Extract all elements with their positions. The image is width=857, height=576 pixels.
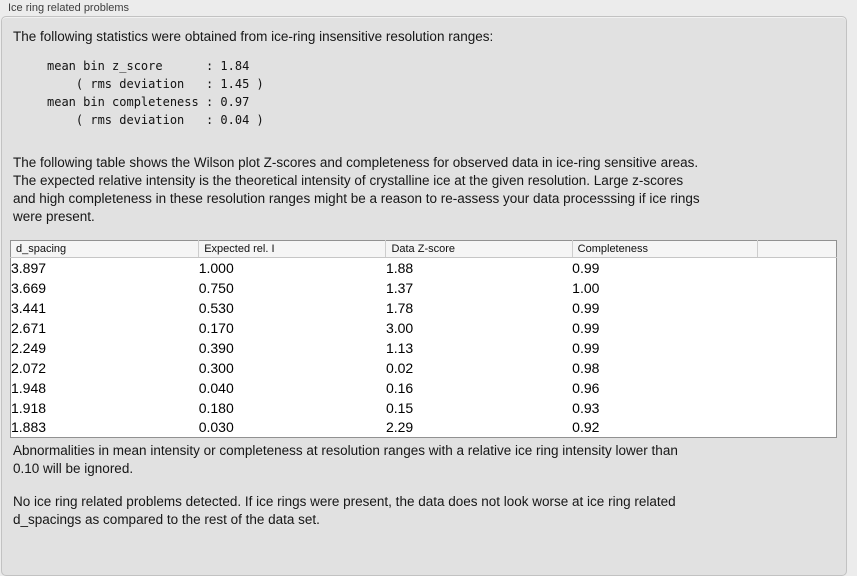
ignore-note-text: Abnormalities in mean intensity or compl… [13,443,678,476]
column-header-completeness[interactable]: Completeness [571,240,758,258]
table-row[interactable]: 1.918 0.180 0.15 0.93 [11,398,837,418]
cell-d-spacing: 3.669 [11,279,47,296]
cell-empty [757,298,836,318]
group-box-title: Ice ring related problems [8,2,130,14]
cell-completeness: 0.92 [572,419,600,436]
cell-expected-rel-i: 0.180 [198,399,234,416]
cell-d-spacing: 3.897 [11,259,47,276]
cell-d-spacing: 1.918 [11,399,47,416]
cell-completeness: 0.99 [572,319,600,336]
table-row[interactable]: 3.897 1.000 1.88 0.99 [11,258,837,278]
table-row[interactable]: 3.669 0.750 1.37 1.00 [11,278,837,298]
cell-empty [757,398,836,418]
table-row[interactable]: 2.249 0.390 1.13 0.99 [11,338,837,358]
cell-d-spacing: 3.441 [11,299,47,316]
cell-expected-rel-i: 0.040 [198,379,234,396]
cell-expected-rel-i: 0.750 [198,279,234,296]
cell-completeness: 0.99 [572,259,600,276]
cell-d-spacing: 2.671 [11,319,47,336]
cell-empty [757,418,836,438]
cell-completeness: 0.99 [572,339,600,356]
cell-empty [757,378,836,398]
cell-d-spacing: 2.072 [11,359,47,376]
cell-empty [757,318,836,338]
cell-data-z-score: 1.13 [385,339,414,356]
table-row[interactable]: 1.883 0.030 2.29 0.92 [11,418,837,438]
column-header-data-z-score[interactable]: Data Z-score [385,240,573,258]
cell-completeness: 0.98 [572,359,600,376]
cell-data-z-score: 2.29 [385,419,414,436]
cell-d-spacing: 1.948 [11,379,47,396]
table-row[interactable]: 2.072 0.300 0.02 0.98 [11,358,837,378]
cell-completeness: 1.00 [572,279,600,296]
conclusion-text: No ice ring related problems detected. I… [13,494,676,527]
table-row[interactable]: 2.671 0.170 3.00 0.99 [11,318,837,338]
column-header-expected-rel-i[interactable]: Expected rel. I [198,240,386,258]
table-intro-text: The following table shows the Wilson plo… [13,155,700,224]
cell-data-z-score: 1.78 [385,299,414,316]
cell-empty [757,278,836,298]
cell-completeness: 0.93 [572,399,600,416]
cell-expected-rel-i: 0.170 [198,319,234,336]
cell-expected-rel-i: 0.300 [198,359,234,376]
cell-empty [757,258,836,278]
cell-d-spacing: 1.883 [11,419,47,436]
table-row[interactable]: 3.441 0.530 1.78 0.99 [11,298,837,318]
cell-data-z-score: 0.02 [385,359,414,376]
ice-ring-group-box: The following statistics were obtained f… [1,16,847,576]
cell-expected-rel-i: 0.030 [198,419,234,436]
ice-ring-table: d_spacing Expected rel. I Data Z-score Comp… [10,240,837,438]
column-header-empty[interactable] [756,240,837,258]
cell-d-spacing: 2.249 [11,339,47,356]
stats-block: mean bin z_score : 1.84 ( rms deviation … [47,59,264,127]
column-header-d-spacing[interactable]: d_spacing [10,240,199,258]
cell-completeness: 0.96 [572,379,600,396]
cell-data-z-score: 3.00 [385,319,414,336]
cell-completeness: 0.99 [572,299,600,316]
cell-data-z-score: 0.15 [385,399,414,416]
cell-data-z-score: 0.16 [385,379,414,396]
cell-expected-rel-i: 0.390 [198,339,234,356]
cell-empty [757,338,836,358]
table-row[interactable]: 1.948 0.040 0.16 0.96 [11,378,837,398]
table-header-row: d_spacing Expected rel. I Data Z-score Comp… [10,240,837,258]
cell-data-z-score: 1.37 [385,279,414,296]
cell-empty [757,358,836,378]
cell-expected-rel-i: 0.530 [198,299,234,316]
cell-expected-rel-i: 1.000 [198,259,234,276]
stats-intro-text: The following statistics were obtained f… [13,29,494,44]
cell-data-z-score: 1.88 [385,259,414,276]
